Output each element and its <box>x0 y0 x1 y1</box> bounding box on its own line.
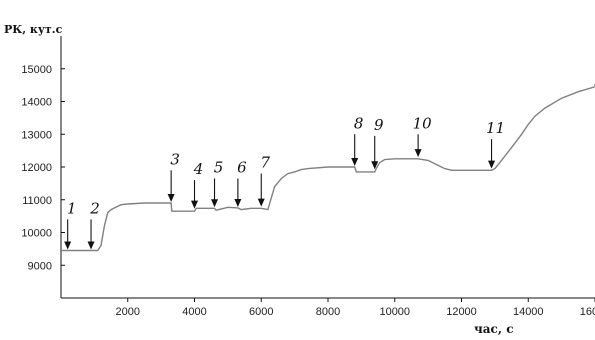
x-tick-label: 2000 <box>116 306 140 318</box>
x-ticks: 2000 4000 6000 8000 10000 12000 14000 16000 <box>116 298 595 318</box>
annotation-arrow-head <box>351 158 359 166</box>
y-tick-label: 14000 <box>21 97 52 109</box>
annotation-arrow-head <box>64 241 72 250</box>
x-tick-label: 12000 <box>446 306 477 318</box>
y-axis-label: РК, кут.с <box>4 23 63 36</box>
annotation-arrow-head <box>191 200 198 209</box>
annotation-label: 2 <box>89 199 100 217</box>
y-tick-label: 10000 <box>21 228 52 240</box>
y-tick-label: 15000 <box>21 64 52 76</box>
x-tick-label: 14000 <box>513 306 544 318</box>
annotation-label: 7 <box>260 154 270 172</box>
x-tick-label: 16000 <box>580 306 595 318</box>
annotation-label: 4 <box>193 160 204 178</box>
x-axis-label: час, с <box>474 322 514 336</box>
y-tick-label: 11000 <box>22 195 52 207</box>
annotation-arrow-head <box>371 161 379 170</box>
annotation-label: 5 <box>214 158 224 176</box>
x-tick-label: 6000 <box>249 306 273 318</box>
y-ticks: 9000 10000 11000 12000 13000 14000 15000 <box>21 64 65 272</box>
annotation-label: 6 <box>237 158 247 176</box>
y-tick-label: 12000 <box>21 162 52 174</box>
x-tick-label: 10000 <box>379 306 410 318</box>
x-tick-label: 8000 <box>316 306 340 318</box>
y-tick-label: 13000 <box>21 129 52 141</box>
annotation-label: 8 <box>354 114 364 132</box>
annotation-arrow-head <box>414 149 422 158</box>
annotation-label: 1 <box>67 199 77 217</box>
annotation-label: 3 <box>170 150 180 168</box>
annotation-arrow-head <box>488 160 496 169</box>
annotation-arrow-head <box>257 198 265 207</box>
y-tick-label: 9000 <box>28 260 52 272</box>
annotation-label: 10 <box>413 114 433 132</box>
annotation-arrow-head <box>211 199 219 208</box>
annotation-arrow-head <box>167 194 175 203</box>
data-line <box>61 84 595 252</box>
annotation-label: 9 <box>374 116 384 134</box>
annotation-arrow-head <box>87 241 95 250</box>
annotation-label: 11 <box>486 119 505 137</box>
annotations: 1 2 34 5 6 7 8 9 10 11 <box>64 114 505 250</box>
annotation-arrow-head <box>234 198 242 207</box>
x-tick-label: 4000 <box>182 306 206 318</box>
